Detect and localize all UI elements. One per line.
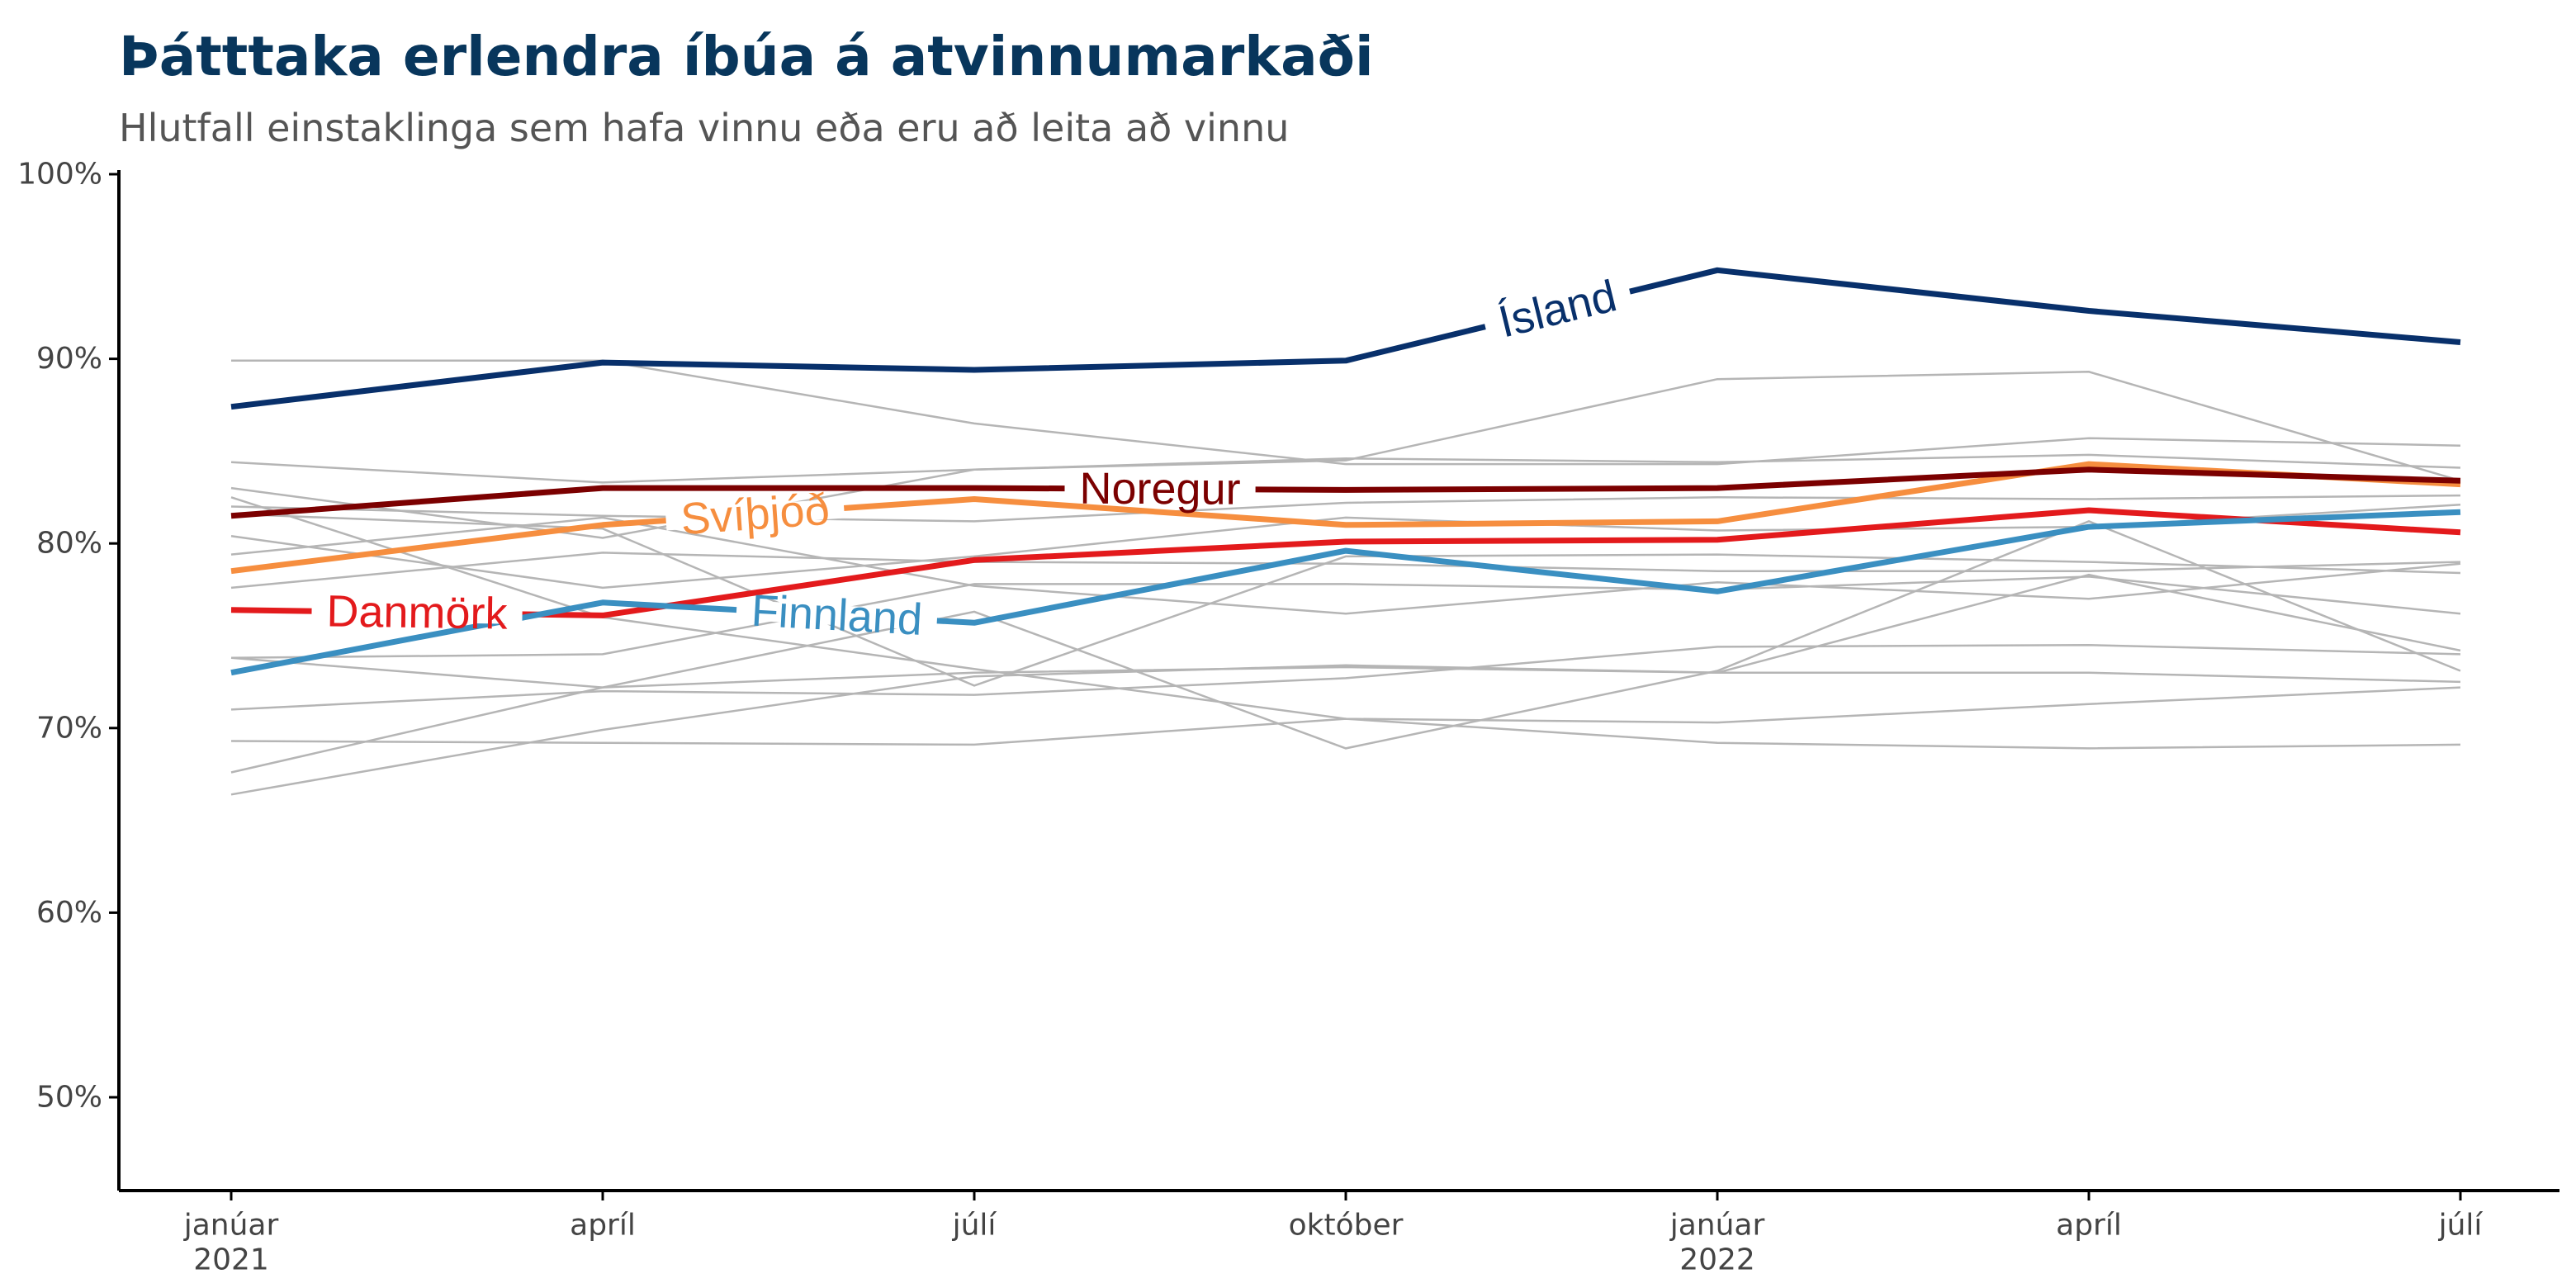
series-label-1: Noregur — [1079, 464, 1240, 514]
highlighted-series-group — [230, 267, 2461, 676]
series-line-2 — [230, 461, 2461, 575]
background-series-group — [230, 359, 2461, 796]
series-label-group-1: Noregur — [1064, 464, 1256, 514]
y-tick-label: 60% — [36, 896, 102, 930]
y-tick-label: 50% — [36, 1081, 102, 1115]
series-label-background — [1064, 478, 1256, 500]
series-label-2: Svíþjóð — [680, 485, 831, 544]
background-series-line-15 — [230, 717, 2461, 750]
x-tick-year-label: 2022 — [1679, 1243, 1755, 1277]
background-series-line-5 — [230, 503, 2461, 590]
y-tick-label: 80% — [36, 527, 102, 561]
x-tick-label: apríl — [2056, 1209, 2122, 1243]
background-series-line-3 — [230, 453, 2461, 539]
x-tick-label: janúar — [1669, 1209, 1765, 1243]
series-label-3: Danmörk — [326, 586, 509, 638]
y-tick-label: 100% — [17, 158, 102, 192]
series-line-3 — [230, 507, 2461, 618]
background-series-line-6 — [230, 552, 2461, 590]
background-series-line-14 — [230, 520, 2461, 774]
background-series-line-1 — [231, 359, 2461, 466]
series-line-1 — [230, 466, 2461, 519]
background-series-line-2 — [230, 371, 2461, 484]
x-tick-label: janúar — [183, 1209, 279, 1243]
series-label-group-4: Finnland — [736, 586, 938, 645]
x-tick-label: júlí — [952, 1209, 997, 1243]
y-tick-label: 90% — [36, 342, 102, 376]
background-series-line-11 — [230, 656, 2461, 689]
series-label-0: Ísland — [1494, 271, 1621, 347]
series-label-background — [736, 599, 938, 631]
background-series-line-8 — [230, 513, 2461, 687]
background-series-line-7 — [230, 516, 2461, 615]
background-series-line-9 — [230, 575, 2461, 660]
series-label-4: Finnland — [750, 586, 923, 645]
background-series-line-12 — [230, 643, 2461, 711]
chart-subtitle: Hlutfall einstaklinga sem hafa vinnu eða… — [119, 106, 1290, 150]
background-series-line-4 — [230, 494, 2461, 523]
series-label-group-0: Ísland — [1483, 271, 1632, 348]
background-series-line-13 — [230, 573, 2461, 796]
series-label-background — [1483, 282, 1632, 337]
series-line-4 — [230, 509, 2461, 676]
y-tick-label: 70% — [36, 711, 102, 745]
series-label-group-2: Svíþjóð — [665, 485, 845, 544]
series-label-background — [665, 498, 845, 531]
series-label-background — [311, 601, 523, 624]
x-tick-label: apríl — [570, 1209, 636, 1243]
x-tick-label: júlí — [2438, 1209, 2484, 1243]
series-labels-group: Ísland Noregur Svíþjóð Danmörk Finnland — [311, 271, 1632, 645]
series-line-0 — [230, 267, 2461, 410]
series-label-group-3: Danmörk — [311, 586, 523, 639]
x-tick-year-label: 2021 — [193, 1243, 269, 1277]
chart-title: Þátttaka erlendra íbúa á atvinnumarkaði — [119, 25, 1374, 88]
x-tick-label: október — [1289, 1209, 1404, 1243]
